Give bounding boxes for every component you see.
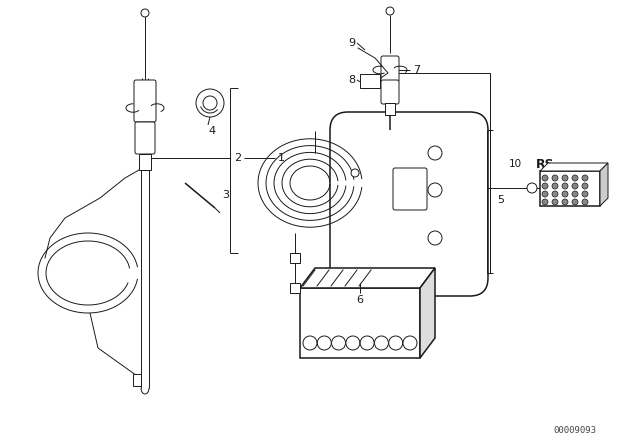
FancyBboxPatch shape [135, 122, 155, 154]
FancyBboxPatch shape [330, 112, 488, 296]
Polygon shape [300, 268, 435, 288]
Polygon shape [540, 163, 608, 171]
Text: 1: 1 [278, 153, 285, 163]
Circle shape [572, 183, 578, 189]
Bar [133, 374, 141, 386]
Circle shape [203, 96, 217, 110]
Circle shape [386, 7, 394, 15]
Circle shape [388, 336, 403, 350]
Circle shape [428, 146, 442, 160]
Text: 5: 5 [497, 195, 504, 205]
FancyBboxPatch shape [540, 171, 600, 206]
Circle shape [351, 169, 359, 177]
Text: 8: 8 [348, 75, 355, 85]
Circle shape [428, 231, 442, 245]
Circle shape [572, 199, 578, 205]
Text: 10: 10 [509, 159, 522, 169]
Circle shape [428, 183, 442, 197]
Circle shape [360, 336, 374, 350]
Circle shape [562, 175, 568, 181]
Circle shape [542, 191, 548, 197]
Polygon shape [420, 268, 435, 358]
Circle shape [542, 183, 548, 189]
Polygon shape [600, 163, 608, 206]
Circle shape [303, 336, 317, 350]
Bar [300, 288, 420, 358]
Circle shape [572, 191, 578, 197]
Circle shape [582, 191, 588, 197]
Circle shape [552, 183, 558, 189]
Circle shape [562, 191, 568, 197]
Circle shape [552, 191, 558, 197]
Circle shape [542, 175, 548, 181]
Circle shape [196, 89, 224, 117]
Circle shape [562, 183, 568, 189]
Circle shape [552, 175, 558, 181]
Circle shape [552, 199, 558, 205]
Circle shape [332, 336, 346, 350]
Text: 9: 9 [348, 38, 355, 48]
FancyBboxPatch shape [381, 80, 399, 104]
Circle shape [582, 183, 588, 189]
Circle shape [374, 336, 388, 350]
Circle shape [542, 199, 548, 205]
Text: RS: RS [536, 158, 555, 171]
Text: 3: 3 [222, 190, 229, 200]
Text: 6: 6 [356, 295, 364, 305]
FancyBboxPatch shape [381, 56, 399, 82]
Bar [290, 283, 300, 293]
Text: 7: 7 [413, 65, 420, 75]
Text: 4: 4 [209, 126, 216, 136]
FancyBboxPatch shape [393, 168, 427, 210]
Circle shape [527, 183, 537, 193]
Circle shape [582, 199, 588, 205]
Circle shape [141, 9, 149, 17]
Circle shape [582, 175, 588, 181]
Circle shape [572, 175, 578, 181]
FancyBboxPatch shape [134, 80, 156, 122]
Bar [360, 74, 380, 88]
Text: 2: 2 [234, 153, 241, 163]
Bar [139, 154, 151, 170]
Circle shape [317, 336, 332, 350]
Bar [290, 253, 300, 263]
Circle shape [346, 336, 360, 350]
Circle shape [403, 336, 417, 350]
Circle shape [562, 199, 568, 205]
Bar [385, 103, 395, 115]
Text: 00009093: 00009093 [554, 426, 596, 435]
